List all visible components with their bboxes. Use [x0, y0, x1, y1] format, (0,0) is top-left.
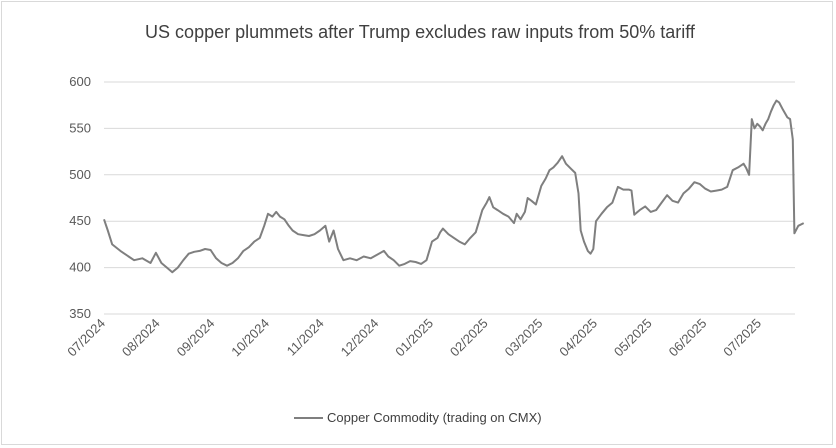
series-line-copper — [103, 99, 805, 274]
y-tick-label: 350 — [69, 306, 91, 321]
legend-label: Copper Commodity (trading on CMX) — [327, 410, 542, 425]
y-tick-label: 400 — [69, 260, 91, 275]
x-tick-label: 02/2025 — [447, 316, 491, 360]
x-tick-label: 10/2024 — [228, 316, 272, 360]
y-axis-ticks: 350 400 450 500 550 600 — [69, 74, 91, 321]
y-tick-label: 450 — [69, 213, 91, 228]
x-tick-label: 03/2025 — [502, 316, 546, 360]
x-tick-label: 07/2025 — [720, 316, 764, 360]
x-axis-ticks: 07/2024 08/2024 09/2024 10/2024 11/2024 12/20… — [64, 316, 764, 360]
x-tick-label: 08/2024 — [119, 316, 163, 360]
x-tick-label: 06/2025 — [666, 316, 710, 360]
chart-title: US copper plummets after Trump excludes … — [145, 22, 696, 42]
x-tick-label: 01/2025 — [392, 316, 436, 360]
legend: Copper Commodity (trading on CMX) — [294, 410, 542, 425]
y-tick-label: 550 — [69, 120, 91, 135]
y-tick-label: 500 — [69, 167, 91, 182]
x-tick-label: 11/2024 — [284, 316, 327, 359]
gridlines — [104, 81, 795, 315]
x-tick-label: 12/2024 — [338, 316, 382, 360]
x-tick-label: 09/2024 — [174, 316, 218, 360]
y-tick-label: 600 — [69, 74, 91, 89]
x-tick-label: 04/2025 — [556, 316, 600, 360]
x-tick-label: 05/2025 — [611, 316, 655, 360]
x-tick-label: 07/2024 — [64, 316, 108, 360]
